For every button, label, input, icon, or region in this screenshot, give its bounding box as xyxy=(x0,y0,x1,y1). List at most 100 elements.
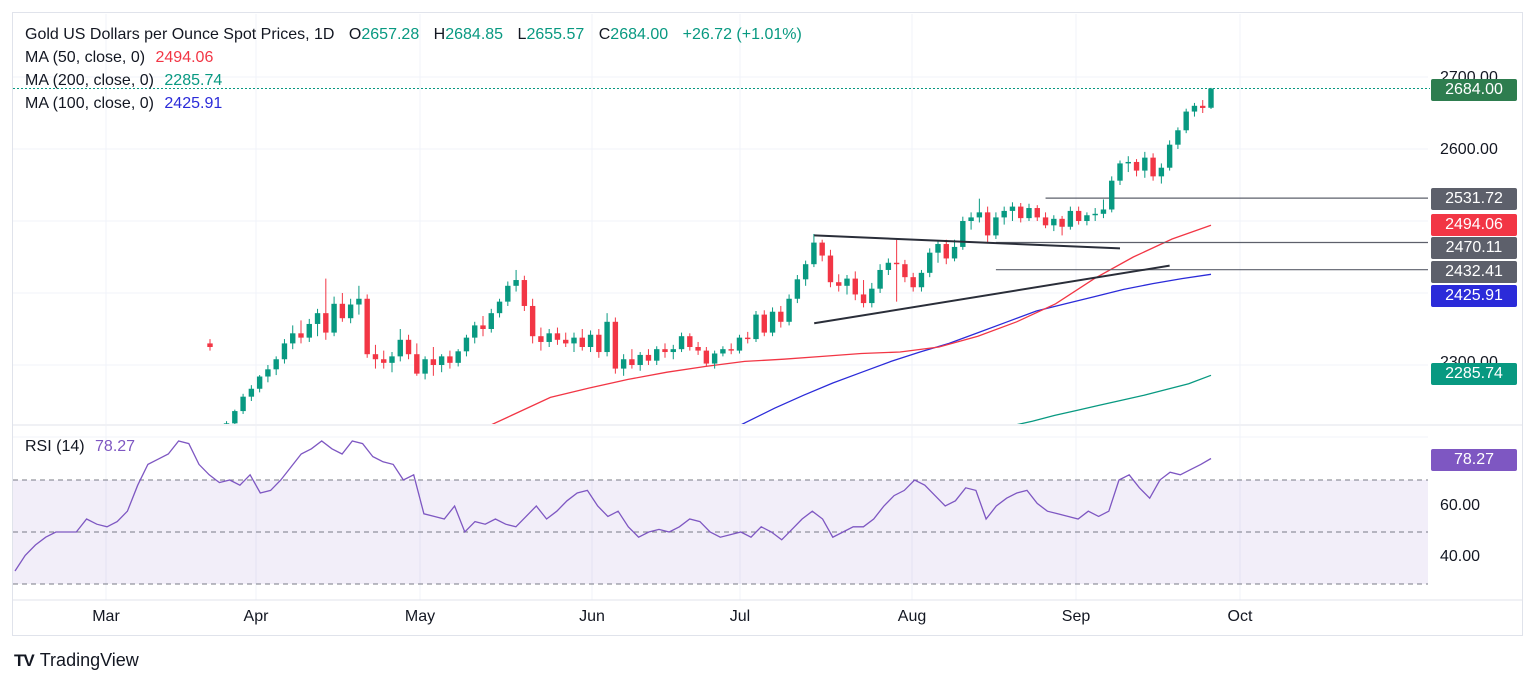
rsi-tick-40: 40.00 xyxy=(1440,548,1481,565)
low-label: L xyxy=(517,26,527,43)
candle-body xyxy=(852,278,858,295)
candle-body xyxy=(372,354,379,360)
high-value: 2684.85 xyxy=(445,26,504,43)
candle-body xyxy=(1175,130,1181,145)
candle-body xyxy=(703,350,710,364)
candle-body xyxy=(546,333,552,342)
candle-body xyxy=(910,277,916,288)
candle-body xyxy=(637,354,643,365)
candle-body xyxy=(877,269,883,289)
candle-body xyxy=(265,369,271,377)
candle-body xyxy=(902,264,908,278)
candle-body xyxy=(223,423,230,424)
candle-body xyxy=(736,337,743,351)
candle-body xyxy=(836,282,842,286)
candle-body xyxy=(571,337,577,344)
candle-body xyxy=(496,301,503,314)
candle-body xyxy=(529,305,536,337)
candle-body xyxy=(430,359,437,365)
candle-body xyxy=(645,354,652,361)
ma100-line xyxy=(741,273,1212,424)
candle-body xyxy=(728,349,734,351)
price-tag-ma100: 2425.91 xyxy=(1431,285,1517,307)
candle-body xyxy=(935,244,941,253)
candle-body xyxy=(1166,144,1173,168)
triangle-upper-trendline xyxy=(814,234,1121,250)
candle-body xyxy=(248,388,255,397)
candle-body xyxy=(1117,163,1123,181)
close-value: 2684.00 xyxy=(610,26,669,43)
candle-body xyxy=(968,217,974,221)
candle-body xyxy=(587,334,594,347)
candle-body xyxy=(207,343,213,347)
candle-body xyxy=(1034,208,1040,218)
time-label-oct: Oct xyxy=(1227,608,1253,625)
candle-body xyxy=(463,337,470,352)
price-tag-ma50: 2494.06 xyxy=(1431,214,1517,236)
candle-body xyxy=(364,298,370,355)
candle-body xyxy=(488,313,494,329)
candle-body xyxy=(960,221,966,247)
ma200-label: MA (200, close, 0) xyxy=(25,72,154,89)
candle-body xyxy=(720,349,726,354)
candle-body xyxy=(397,339,403,357)
rsi-legend[interactable]: RSI (14) 78.27 xyxy=(25,438,135,456)
chart-frame xyxy=(12,12,1523,636)
candle-body xyxy=(290,333,296,344)
candle-body xyxy=(216,431,221,435)
rsi-tag: 78.27 xyxy=(1431,449,1517,471)
tradingview-logo-icon: TV xyxy=(14,650,35,670)
candle-body xyxy=(273,359,279,370)
candle-body xyxy=(298,333,304,338)
candle-body xyxy=(1051,218,1057,226)
ma100-legend[interactable]: MA (100, close, 0) 2425.91 xyxy=(25,95,222,113)
candle-body xyxy=(554,333,561,340)
ma200-legend[interactable]: MA (200, close, 0) 2285.74 xyxy=(25,72,222,90)
candle-body xyxy=(314,313,321,324)
candle-body xyxy=(753,314,759,340)
candle-body xyxy=(687,336,693,347)
candle-body xyxy=(1084,215,1090,221)
close-label: C xyxy=(598,26,611,43)
candle-body xyxy=(695,347,701,351)
candle-body xyxy=(1158,167,1165,177)
candle-body xyxy=(232,411,238,424)
candle-body xyxy=(1142,157,1148,171)
price-tag-2531: 2531.72 xyxy=(1431,188,1517,210)
candle-body xyxy=(1208,88,1214,108)
candle-body xyxy=(670,349,676,353)
candle-body xyxy=(1109,180,1115,210)
candle-body xyxy=(984,212,991,236)
candle-body xyxy=(505,285,511,302)
candle-body xyxy=(1200,105,1206,108)
open-value: 2657.28 xyxy=(361,26,420,43)
candle-body xyxy=(422,359,428,374)
candle-body xyxy=(1059,218,1065,227)
candle-body xyxy=(811,242,817,265)
candle-body xyxy=(819,242,825,256)
candle-body xyxy=(769,311,776,333)
price-tag-2432: 2432.41 xyxy=(1431,261,1517,283)
ma50-label: MA (50, close, 0) xyxy=(25,49,146,66)
change-value: +26.72 (+1.01%) xyxy=(682,26,802,43)
candle-body xyxy=(1100,209,1107,214)
candle-body xyxy=(579,337,585,347)
candle-body xyxy=(612,321,619,369)
candle-body xyxy=(1150,157,1156,177)
low-value: 2655.57 xyxy=(526,26,585,43)
price-tag-last: 2684.00 xyxy=(1431,79,1517,101)
tradingview-brand[interactable]: TV TradingView xyxy=(14,650,139,671)
candle-body xyxy=(1183,111,1189,131)
candle-body xyxy=(240,396,246,412)
candle-body xyxy=(1125,161,1131,164)
candle-body xyxy=(1009,206,1016,211)
price-tick-2600: 2600.00 xyxy=(1440,141,1498,158)
rsi-line xyxy=(14,440,1212,572)
candle-body xyxy=(538,336,544,342)
ma50-legend[interactable]: MA (50, close, 0) 2494.06 xyxy=(25,49,213,67)
candle-body xyxy=(869,288,875,304)
candle-body xyxy=(596,334,602,353)
candle-body xyxy=(711,353,718,364)
time-label-jun: Jun xyxy=(579,608,605,625)
